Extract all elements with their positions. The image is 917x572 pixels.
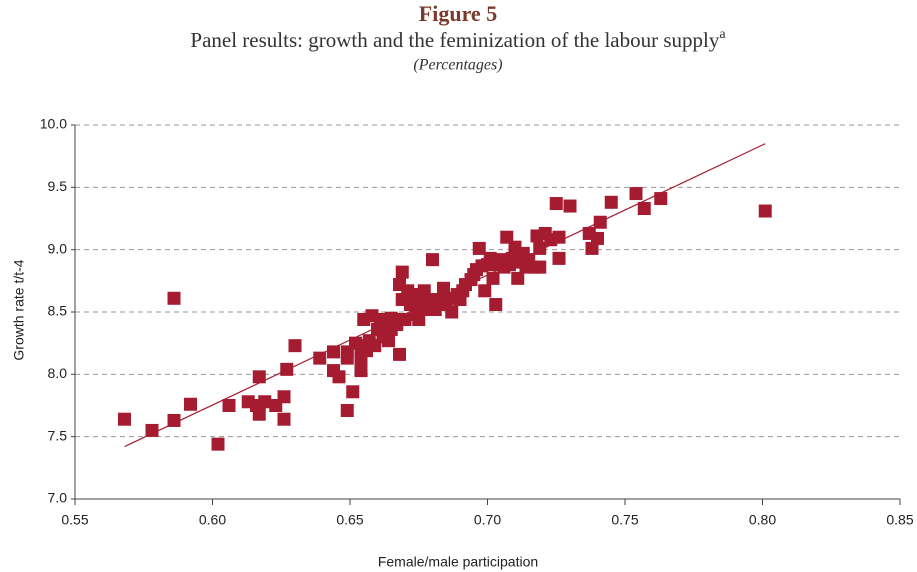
x-tick-label: 0.80 — [749, 512, 776, 528]
point — [423, 293, 437, 307]
point — [118, 412, 131, 426]
x-axis-label: Female/male participation — [378, 554, 538, 570]
x-tick-label: 0.60 — [199, 512, 226, 528]
point — [489, 298, 503, 312]
x-tick-label: 0.85 — [886, 512, 913, 528]
point — [398, 312, 412, 326]
y-tick-label: 10.0 — [40, 116, 67, 132]
point — [252, 407, 266, 421]
point — [346, 385, 360, 399]
point — [393, 347, 406, 361]
point — [211, 437, 225, 451]
point — [563, 199, 577, 213]
point — [426, 253, 439, 267]
x-tick-label: 0.55 — [61, 512, 88, 528]
point — [277, 412, 291, 426]
point — [552, 230, 566, 244]
point — [549, 197, 563, 211]
point — [412, 312, 426, 326]
x-tick-label: 0.65 — [336, 512, 363, 528]
y-tick-label: 9.5 — [48, 178, 68, 194]
trend-line — [124, 143, 766, 448]
point — [758, 204, 772, 218]
point — [406, 288, 420, 302]
point — [428, 303, 442, 317]
point — [252, 370, 266, 384]
point — [604, 195, 618, 209]
point — [395, 265, 409, 279]
point — [478, 284, 492, 298]
point — [585, 241, 599, 255]
point — [445, 305, 459, 319]
point — [288, 339, 302, 353]
point — [258, 395, 272, 409]
point — [437, 281, 450, 295]
point — [500, 230, 514, 244]
y-tick-label: 8.0 — [48, 365, 68, 381]
point — [222, 399, 236, 412]
point — [382, 334, 395, 348]
point — [354, 364, 368, 378]
chart-title: Figure 5 — [419, 1, 497, 26]
y-tick-label: 8.5 — [48, 303, 68, 319]
point — [486, 271, 500, 285]
point — [340, 351, 354, 365]
subtitle-superscript: a — [719, 27, 726, 42]
y-tick-label: 7.0 — [48, 490, 68, 506]
x-tick-label: 0.70 — [474, 512, 501, 528]
point — [327, 345, 340, 359]
point — [145, 423, 159, 437]
point — [533, 260, 547, 274]
point — [332, 370, 346, 384]
x-tick-label: 0.75 — [611, 512, 638, 528]
point — [167, 291, 181, 305]
point — [184, 397, 197, 411]
point — [552, 251, 566, 265]
chart-subtitle: Panel results: growth and the feminizati… — [190, 27, 726, 52]
point — [340, 403, 354, 417]
unit-note: (Percentages) — [413, 57, 502, 74]
point — [511, 271, 525, 285]
point — [277, 390, 291, 404]
subtitle-text: Panel results: growth and the feminizati… — [190, 28, 719, 52]
y-tick-label: 7.5 — [48, 427, 68, 443]
y-axis-label: Growth rate t/t-4 — [11, 259, 27, 360]
point — [313, 351, 327, 365]
point — [637, 202, 651, 216]
point — [167, 413, 181, 427]
y-tick-label: 9.0 — [48, 240, 68, 256]
point — [591, 231, 604, 245]
point — [472, 241, 486, 255]
point — [654, 192, 668, 206]
point — [629, 187, 643, 201]
